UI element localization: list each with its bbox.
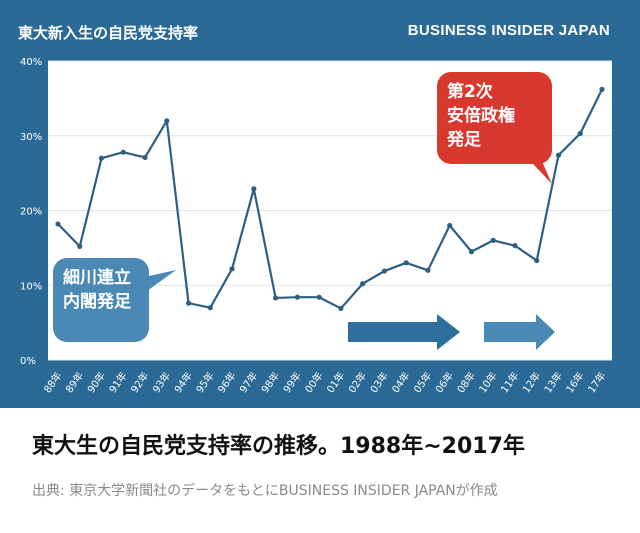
data-point (55, 221, 61, 227)
x-tick-label: 03年 (367, 369, 391, 395)
figure-caption: 東大生の自民党支持率の推移。1988年~2017年 (32, 434, 525, 459)
brand-logo: BUSINESS INSIDER JAPAN (407, 22, 610, 39)
data-point (360, 281, 366, 287)
data-point (577, 130, 583, 137)
x-tick-label: 01年 (324, 369, 348, 395)
data-point (468, 249, 475, 255)
x-tick-label: 13年 (541, 369, 565, 395)
data-point (120, 149, 126, 155)
x-tick-label: 12年 (519, 369, 543, 395)
line-chart: 0% 10% 20% 30% 40% 88年 89年 90年 91年 92年 93年 94年 95年 96… (20, 57, 612, 395)
data-point (98, 155, 105, 161)
hosokawa-callout-tail (140, 270, 176, 296)
data-point (77, 243, 83, 249)
data-point (294, 294, 300, 300)
data-point (512, 243, 518, 249)
x-tick-label: 02年 (345, 369, 369, 395)
data-point (381, 268, 387, 274)
chart-title: 東大新入生の自民党支持率 (18, 24, 199, 42)
x-tick-label: 98年 (258, 369, 282, 395)
data-point (425, 267, 431, 273)
data-point (403, 260, 409, 266)
x-tick-label: 11年 (498, 369, 522, 395)
y-tick-label: 20% (20, 207, 42, 218)
x-tick-label: 05年 (411, 369, 435, 395)
abe-callout-text: 第2次 安倍政権 発足 (447, 82, 515, 150)
y-tick-label: 0% (20, 356, 36, 367)
data-point (338, 305, 344, 312)
data-point (164, 118, 170, 124)
x-tick-label: 88年 (41, 369, 65, 395)
x-tick-label: 04年 (389, 369, 413, 395)
x-tick-label: 16年 (563, 369, 587, 395)
x-tick-label: 17年 (585, 369, 609, 395)
x-tick-label: 97年 (237, 369, 261, 395)
data-point (316, 294, 322, 300)
x-tick-label: 93年 (150, 369, 174, 395)
x-tick-label: 89年 (63, 369, 87, 395)
x-tick-label: 96年 (215, 369, 239, 395)
data-point (229, 266, 235, 272)
y-tick-label: 10% (20, 281, 42, 292)
x-tick-label: 91年 (106, 369, 130, 395)
dpj-arrow (484, 314, 555, 350)
data-point (251, 186, 257, 192)
y-tick-label: 30% (20, 132, 42, 143)
data-point (447, 222, 453, 229)
x-tick-label: 90年 (84, 369, 108, 395)
series-line (57, 88, 603, 310)
data-point (555, 152, 562, 158)
koizumi-arrow (348, 314, 460, 350)
data-point (599, 86, 605, 93)
x-tick-label: 94年 (171, 369, 195, 395)
x-tick-label: 99年 (280, 369, 304, 395)
x-tick-label: 10年 (476, 369, 500, 395)
data-point (185, 300, 192, 306)
abe-callout: 第2次 安倍政権 発足 (437, 72, 552, 164)
hosokawa-callout-text: 細川連立 内閣発足 (63, 268, 131, 312)
data-point (207, 305, 213, 311)
y-tick-label: 40% (20, 57, 42, 68)
koizumi-label: 小泉政権 (371, 305, 427, 321)
x-tick-label: 95年 (193, 369, 217, 395)
data-point (142, 154, 148, 161)
x-tick-label: 06年 (432, 369, 456, 395)
x-tick-label: 00年 (302, 369, 326, 395)
data-point (273, 295, 279, 301)
data-point (490, 237, 496, 243)
x-tick-label: 92年 (128, 369, 152, 395)
hosokawa-callout: 細川連立 内閣発足 (53, 258, 149, 342)
x-tick-label: 08年 (454, 369, 478, 395)
dpj-label: 民主党政権 (482, 308, 532, 319)
source-note: 出典: 東京大学新聞社のデータをもとにBUSINESS INSIDER JAPA… (32, 483, 498, 499)
data-point (534, 257, 540, 264)
